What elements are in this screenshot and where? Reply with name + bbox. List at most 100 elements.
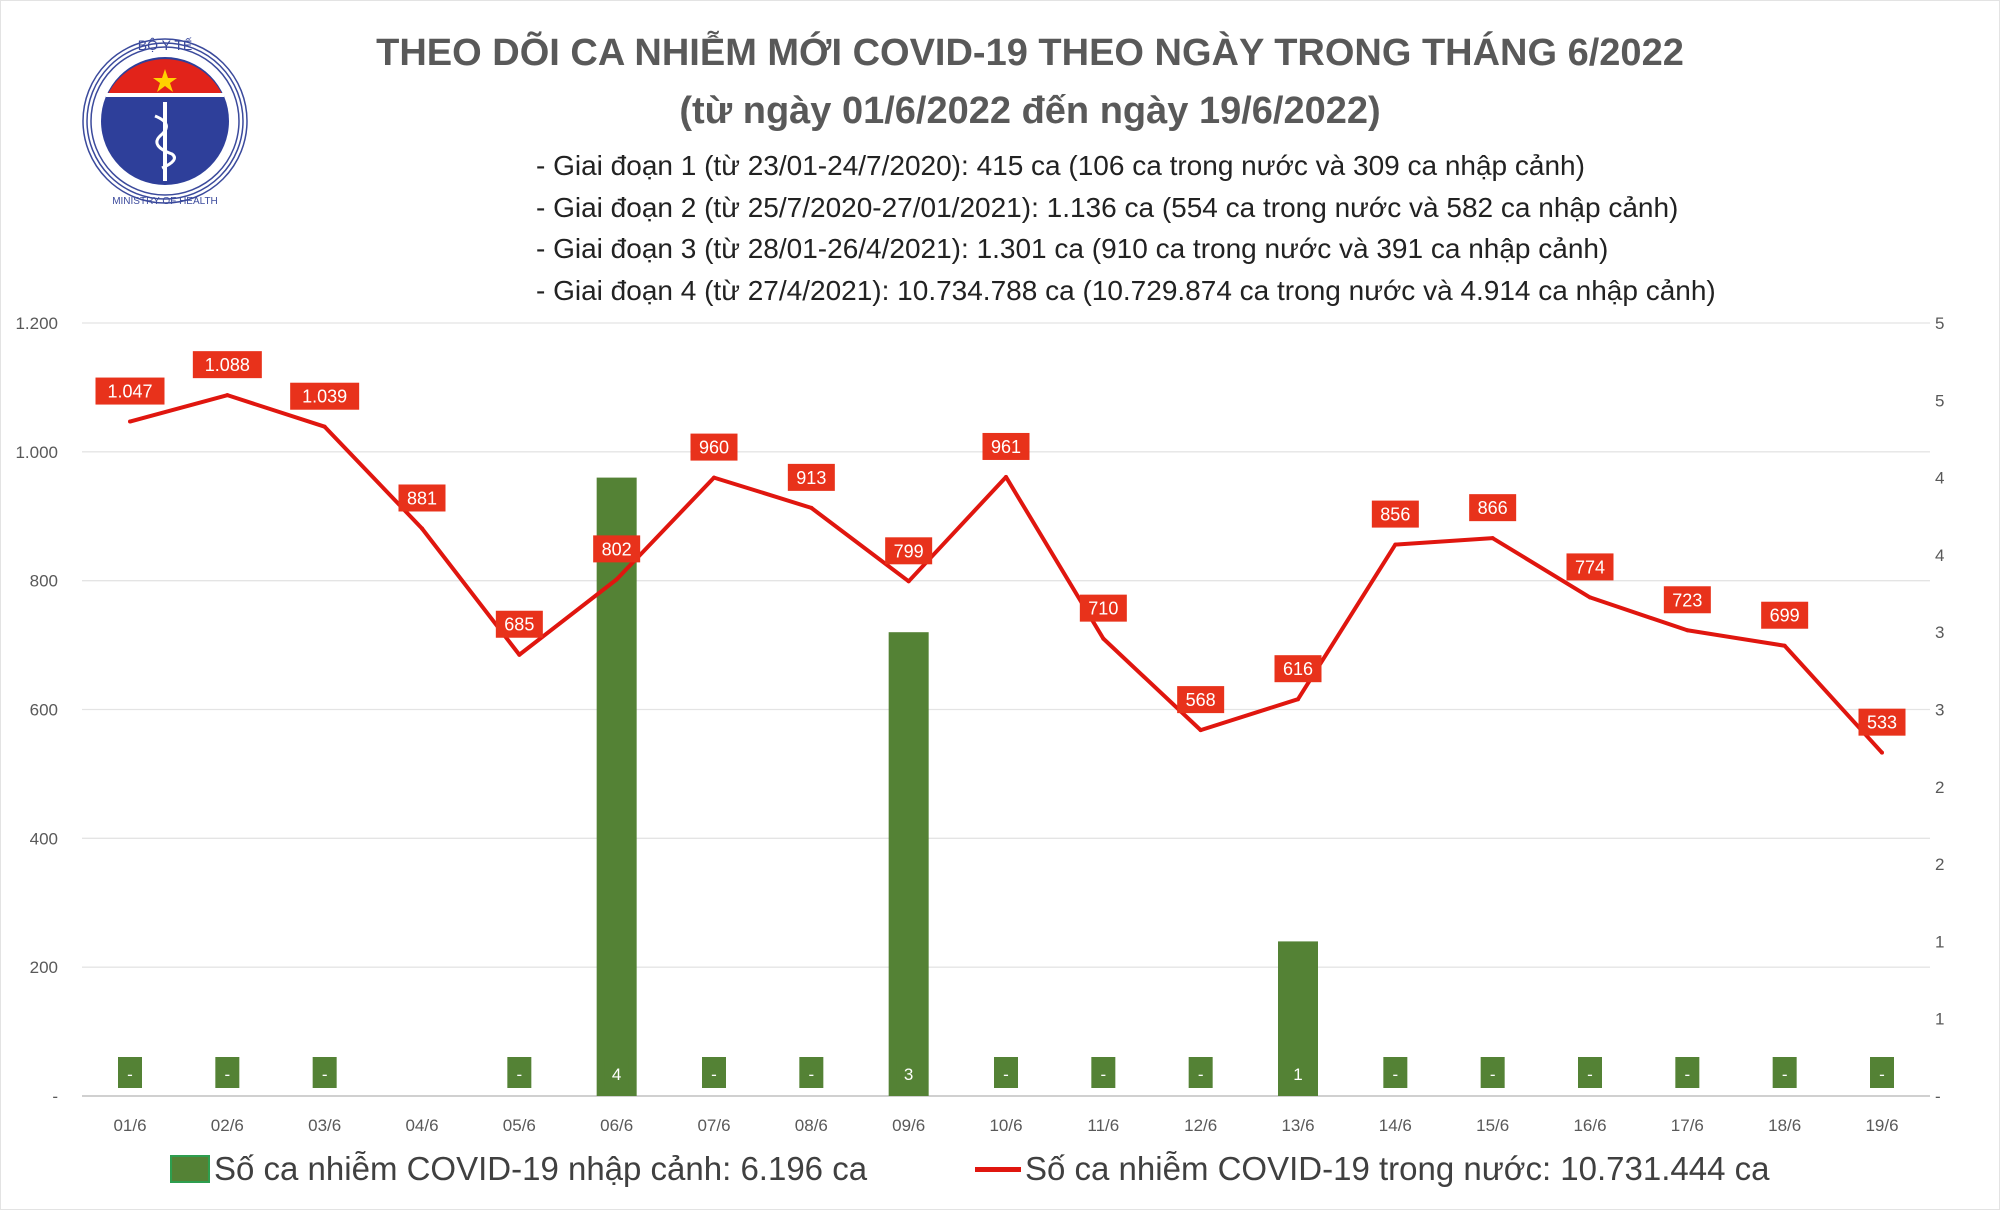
line-data-label: 533 (1867, 713, 1897, 733)
line-point (809, 505, 814, 510)
legend-label-domestic: Số ca nhiễm COVID-19 trong nước: 10.731.… (1025, 1150, 1770, 1187)
bar-data-label: - (1684, 1065, 1690, 1084)
ministry-of-health-logo: BỘ Y TẾ MINISTRY OF HEALTH (82, 37, 248, 206)
line-data-label: 913 (796, 468, 826, 488)
bar-data-label-box (994, 1057, 1018, 1088)
x-axis-tick: 12/6 (1184, 1116, 1217, 1135)
line-data-label: 699 (1770, 606, 1800, 626)
line-data-label-box (1274, 655, 1322, 683)
bar-data-label: - (224, 1065, 230, 1084)
line-point (1588, 595, 1592, 600)
line-data-label-box (982, 432, 1030, 460)
bar-data-label: - (127, 1065, 133, 1084)
bar-data-label-box (1383, 1057, 1408, 1088)
bar-data-label-box (1578, 1057, 1602, 1088)
right-axis-tick: 4 (1935, 546, 1944, 565)
line-data-label-box (787, 463, 835, 491)
bar-data-label-box (896, 1057, 921, 1088)
legend-swatch-bar (170, 1155, 210, 1183)
bar-data-label: - (1392, 1065, 1398, 1084)
phase-note-2: - Giai đoạn 2 (từ 25/7/2020-27/01/2021):… (536, 192, 1679, 223)
bar (596, 477, 637, 1097)
line-data-label-box (290, 382, 360, 410)
x-axis-tick: 05/6 (503, 1116, 536, 1135)
x-axis-tick: 01/6 (113, 1116, 146, 1135)
line-point (517, 652, 522, 657)
line-point (1685, 628, 1690, 633)
line-point (1101, 636, 1106, 641)
x-axis-tick: 19/6 (1865, 1116, 1898, 1135)
x-axis-tick: 03/6 (308, 1116, 341, 1135)
line-data-label-box (192, 351, 262, 379)
x-axis-tick: 16/6 (1573, 1116, 1606, 1135)
line-data-label: 866 (1478, 498, 1508, 518)
x-axis-tick: 06/6 (600, 1116, 633, 1135)
chart-subtitle: (từ ngày 01/6/2022 đến ngày 19/6/2022) (679, 90, 1381, 132)
legend-item-domestic: Số ca nhiễm COVID-19 trong nước: 10.731.… (975, 1150, 1769, 1188)
bar-data-label: 3 (904, 1065, 913, 1084)
right-axis-tick: 5 (1935, 391, 1944, 410)
bar-data-label: - (1003, 1065, 1009, 1084)
line-data-label-box (1761, 601, 1809, 629)
bar-data-label-box (1188, 1057, 1213, 1088)
legend-item-imported: Số ca nhiễm COVID-19 nhập cảnh: 6.196 ca (170, 1150, 867, 1188)
legend-swatch-line (975, 1166, 1021, 1172)
bar-data-label-box (1286, 1057, 1310, 1088)
line-data-label: 774 (1575, 557, 1605, 577)
line-data-label-box (690, 433, 738, 461)
left-axis-tick: 1.000 (15, 443, 58, 462)
right-axis-tick: - (1935, 1087, 1941, 1106)
line-point (225, 393, 230, 398)
chart-title: THEO DÕI CA NHIỄM MỚI COVID-19 THEO NGÀY… (376, 32, 1684, 74)
line-point (1393, 542, 1398, 547)
left-axis-tick: 800 (30, 572, 58, 591)
logo-top-text: BỘ Y TẾ (138, 37, 192, 53)
left-axis-tick: 200 (30, 958, 58, 977)
bar-data-label: - (1100, 1065, 1106, 1084)
line-point (1296, 697, 1300, 702)
line-point (1782, 643, 1787, 648)
line-point (614, 577, 619, 582)
bar-data-label: - (1587, 1065, 1593, 1084)
line-data-label-box (1469, 494, 1517, 522)
right-axis-tick: 5 (1935, 314, 1944, 333)
bar-data-label-box (702, 1057, 726, 1088)
right-axis-tick: 2 (1935, 778, 1944, 797)
line-data-label: 802 (602, 539, 632, 559)
x-axis-tick: 13/6 (1281, 1116, 1314, 1135)
logo-bottom-text: MINISTRY OF HEALTH (112, 196, 218, 206)
line-data-label: 856 (1380, 505, 1410, 525)
bar-data-label-box (604, 1057, 629, 1088)
bar-data-label: 4 (612, 1065, 621, 1084)
bar-data-label-box (507, 1057, 532, 1088)
x-axis-tick: 11/6 (1087, 1116, 1119, 1135)
line-data-label: 799 (894, 541, 924, 561)
x-axis-tick: 15/6 (1476, 1116, 1509, 1135)
line-data-label-box (1371, 500, 1419, 528)
bar-data-label-box (799, 1057, 824, 1088)
line-data-label: 961 (991, 437, 1021, 457)
bar-data-label: - (1490, 1065, 1496, 1084)
right-axis-tick: 1 (1935, 932, 1944, 951)
x-axis-tick: 10/6 (989, 1116, 1022, 1135)
line-data-label-box (1663, 586, 1711, 614)
line-point (1004, 474, 1008, 479)
bar-data-label-box (1675, 1057, 1700, 1088)
phase-note-3: - Giai đoạn 3 (từ 28/01-26/4/2021): 1.30… (536, 233, 1609, 264)
line-data-label-box (398, 484, 446, 512)
line-point (128, 419, 132, 424)
line-data-label: 568 (1186, 690, 1216, 710)
bar-data-label: - (808, 1065, 814, 1084)
line-data-label: 723 (1672, 590, 1702, 610)
right-axis-tick: 3 (1935, 701, 1944, 720)
bar-data-label: - (322, 1065, 328, 1084)
bar-data-label: - (1879, 1065, 1885, 1084)
phase-note-1: - Giai đoạn 1 (từ 23/01-24/7/2020): 415 … (536, 150, 1585, 181)
line-data-label: 1.047 (107, 382, 152, 402)
right-axis-tick: 4 (1935, 469, 1944, 488)
x-axis-tick: 04/6 (405, 1116, 438, 1135)
bar-data-label-box (1772, 1057, 1797, 1088)
line-data-label-box (1858, 708, 1906, 736)
left-axis-tick: 400 (30, 829, 58, 848)
